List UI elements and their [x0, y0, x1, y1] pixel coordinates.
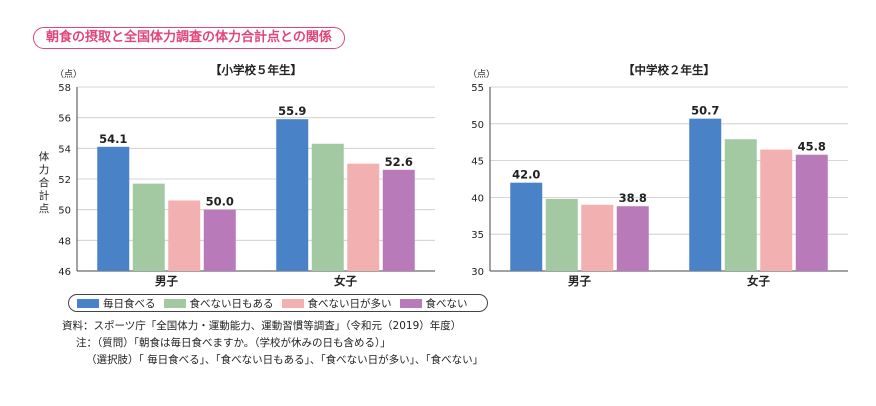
bar	[510, 182, 543, 271]
data-label: 55.9	[278, 104, 306, 118]
y-axis-label-char: 計	[39, 189, 50, 202]
y-tick-label: 46	[58, 267, 71, 278]
bar	[168, 200, 201, 271]
y-tick-label: 54	[58, 144, 71, 155]
notes: 資料：スポーツ庁「全国体力・運動能力、運動習慣等調査」（令和元（2019）年度）…	[62, 318, 483, 369]
bar	[203, 209, 236, 271]
chart-elementary: 【小学校５年生】 （点） 46 48 50 52 54 56 58 体力合計点 54.1 50.0 男子…	[39, 63, 435, 288]
bar	[689, 118, 722, 271]
y-tick-label: 40	[471, 193, 484, 204]
legend-swatch	[399, 298, 422, 308]
bar	[276, 119, 309, 271]
note-choices: （選択肢）「 毎日食べる」、「食べない日もある」、「食べない日が多い」、「食べな…	[86, 354, 484, 366]
legend-label: 食べない日もある	[189, 297, 274, 310]
y-axis-label-char: 合	[39, 176, 50, 189]
y-tick-label: 50	[58, 206, 71, 217]
y-tick-label: 58	[58, 83, 71, 94]
legend: 毎日食べる 食べない日もある 食べない日が多い 食べない	[68, 294, 488, 312]
bar	[795, 154, 828, 271]
data-label: 50.7	[691, 104, 719, 118]
note-question: 注：（質問）「朝食は毎日食べますか。（学校が休みの日も含める）」	[76, 337, 391, 349]
legend-swatch	[281, 298, 304, 308]
legend-item: 食べない	[399, 296, 468, 311]
y-axis-label-char: 力	[39, 163, 50, 176]
legend-swatch	[77, 298, 99, 308]
y-tick-label: 45	[471, 157, 484, 168]
note-source: 資料：スポーツ庁「全国体力・運動能力、運動習慣等調査」（令和元（2019）年度）	[62, 320, 462, 332]
y-unit-label: （点）	[55, 69, 82, 80]
bar	[545, 198, 578, 271]
y-tick-label: 56	[58, 114, 71, 125]
bar	[760, 149, 793, 271]
x-tick-label: 男子	[568, 274, 591, 288]
legend-item: 食べない日もある	[163, 296, 274, 311]
legend-item: 毎日食べる	[77, 296, 156, 311]
chart-title: 【小学校５年生】	[210, 63, 302, 77]
chart-junior-high: 【中学校２年生】 （点） 30 35 40 45 50 55 42.0 38.8 男子 50.7 45.…	[468, 63, 848, 288]
data-label: 42.0	[512, 168, 540, 182]
y-tick-label: 30	[471, 267, 484, 278]
y-axis-label-char: 体	[39, 151, 50, 163]
bar	[347, 163, 380, 271]
data-label: 38.8	[619, 191, 647, 205]
chart-title: 【中学校２年生】	[623, 63, 715, 77]
legend-label: 毎日食べる	[103, 297, 156, 310]
data-label: 45.8	[798, 140, 826, 154]
y-tick-label: 50	[471, 120, 484, 131]
bar	[132, 183, 165, 271]
data-label: 52.6	[385, 155, 413, 169]
bar	[97, 146, 130, 271]
y-tick-label: 52	[58, 175, 71, 186]
x-tick-label: 男子	[155, 274, 178, 288]
legend-item: 食べない日が多い	[281, 296, 392, 311]
y-tick-label: 48	[58, 236, 71, 247]
figure-title: 朝食の摂取と全国体力調査の体力合計点との関係	[33, 27, 345, 49]
legend-label: 食べない日が多い	[307, 297, 392, 310]
x-tick-label: 女子	[747, 274, 770, 288]
bar	[724, 139, 757, 271]
y-axis-label-char: 点	[39, 203, 50, 215]
y-tick-label: 35	[471, 230, 484, 241]
bar	[581, 204, 614, 271]
bar	[382, 169, 415, 271]
legend-swatch	[163, 298, 186, 308]
data-label: 50.0	[206, 195, 234, 209]
bar	[311, 143, 344, 271]
legend-label: 食べない	[425, 297, 468, 310]
bar	[616, 206, 649, 271]
x-tick-label: 女子	[334, 274, 357, 288]
data-label: 54.1	[99, 132, 127, 146]
y-unit-label: （点）	[468, 69, 495, 80]
y-tick-label: 55	[471, 83, 484, 94]
